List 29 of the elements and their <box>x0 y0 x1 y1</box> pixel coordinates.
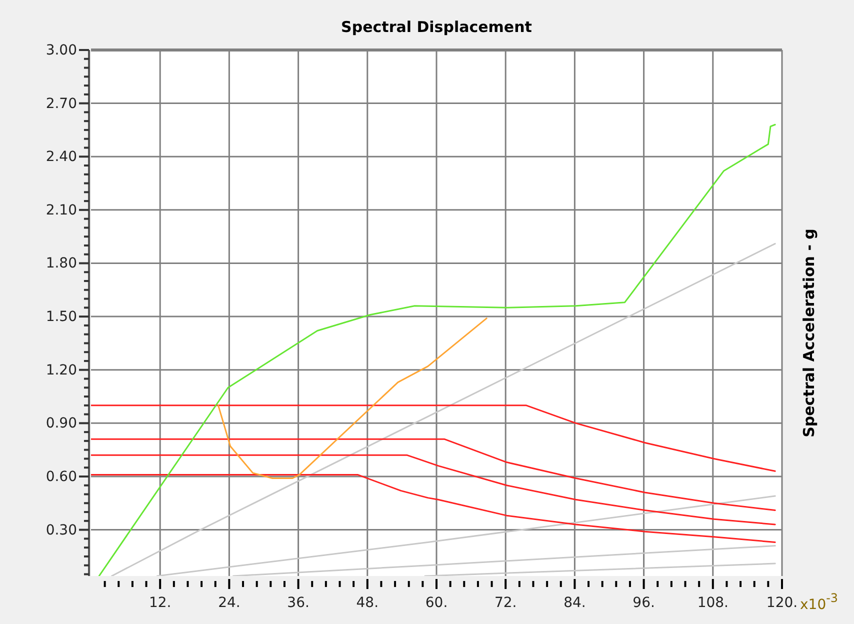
chart-title: Spectral Displacement <box>341 18 532 36</box>
y-tick-label: 2.70 <box>46 96 77 112</box>
y-tick-label: 1.50 <box>46 309 77 326</box>
y-tick-label: 2.40 <box>46 149 77 166</box>
x-tick-label: 36. <box>287 594 310 611</box>
x-tick-label: 96. <box>632 594 655 611</box>
line-series <box>91 404 776 472</box>
y-tick-label: 0.90 <box>46 416 77 432</box>
y-tick-label: 0.60 <box>46 468 77 485</box>
x-tick-label: 72. <box>494 594 517 611</box>
y-tick-label: 1.20 <box>46 362 77 378</box>
line-series <box>98 124 776 576</box>
line-series <box>218 318 488 480</box>
y-tick-label: 0.30 <box>46 522 77 538</box>
x-tick-label: 120. <box>766 594 798 611</box>
x-tick-label: 48. <box>356 594 379 611</box>
line-series <box>91 438 776 511</box>
y-tick-label: 2.10 <box>46 202 77 218</box>
x-tick-label: 12. <box>148 594 172 611</box>
x-tick-label: 24. <box>218 594 240 611</box>
x-tick-label: 84. <box>564 594 586 611</box>
line-series <box>91 474 776 543</box>
y-tick-label: 3.00 <box>46 42 77 58</box>
x-tick-label: 60. <box>425 594 448 611</box>
line-series <box>91 454 776 526</box>
y-axis-title: Spectral Acceleration - g <box>800 228 818 438</box>
x-tick-label: 108. <box>697 594 728 611</box>
y-tick-label: 1.80 <box>46 256 77 272</box>
x-axis-title: x10$^{-3}$ <box>800 591 838 613</box>
